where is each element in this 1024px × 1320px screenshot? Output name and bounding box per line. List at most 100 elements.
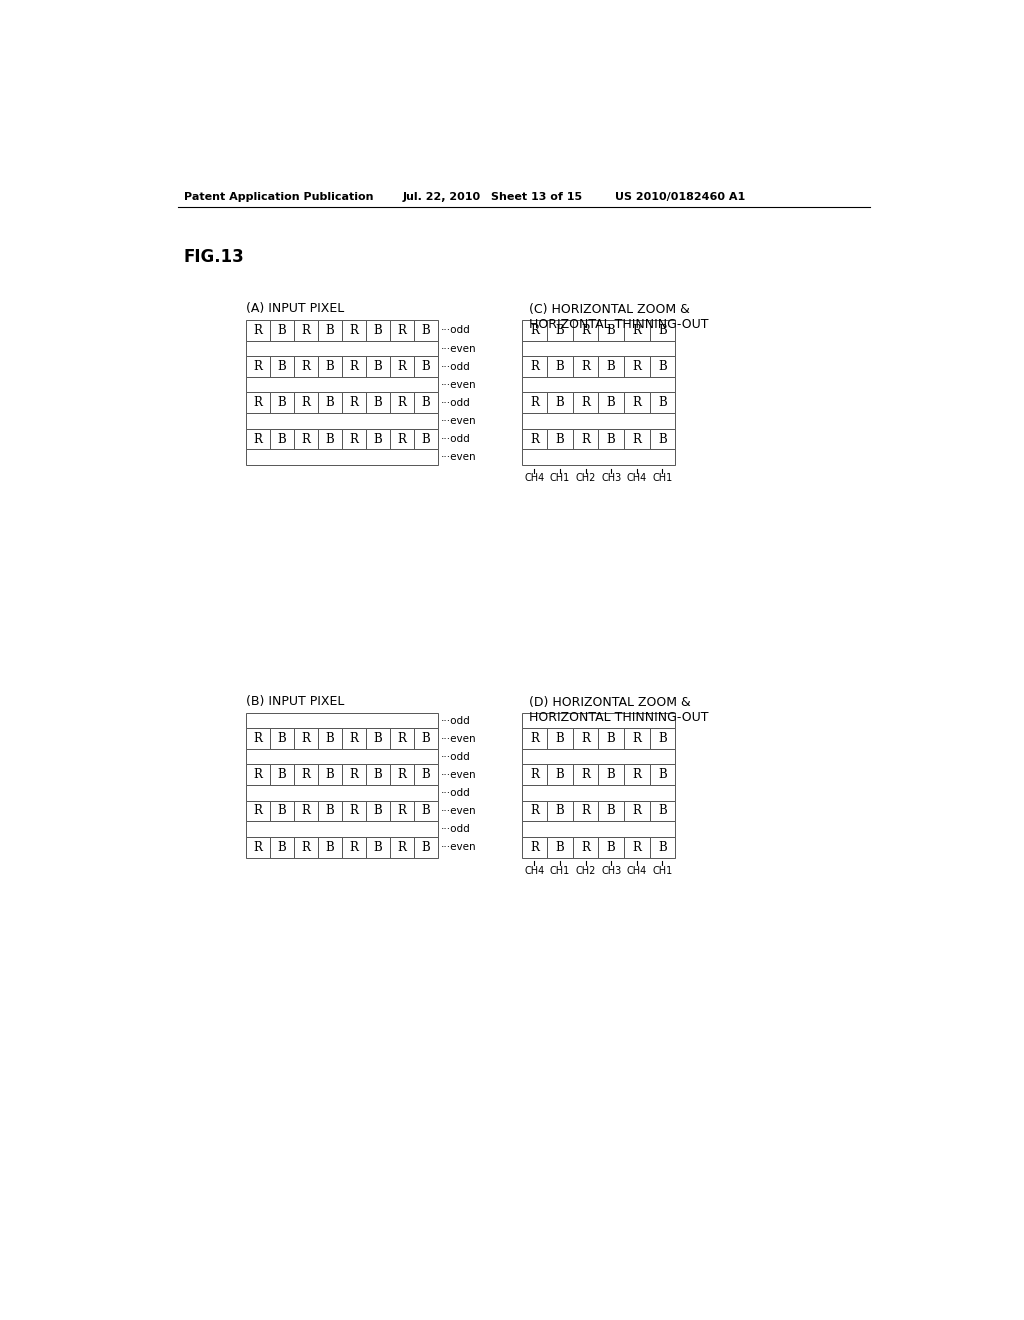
Text: R: R [633, 804, 641, 817]
Bar [649, 764, 675, 785]
Text: B: B [422, 733, 430, 744]
Text: CH4: CH4 [524, 866, 545, 876]
Text: B: B [422, 841, 430, 854]
Text: R: R [349, 804, 358, 817]
Bar [390, 729, 414, 748]
Text: B: B [556, 433, 564, 446]
Text: R: R [349, 360, 358, 374]
Bar [246, 378, 438, 392]
Text: B: B [658, 841, 667, 854]
Text: B: B [374, 804, 382, 817]
Text: B: B [374, 768, 382, 781]
Bar [649, 800, 675, 821]
Text: B: B [326, 841, 334, 854]
Bar [317, 800, 342, 821]
Text: B: B [607, 433, 615, 446]
Bar [521, 450, 675, 465]
Text: CH4: CH4 [627, 866, 647, 876]
Text: R: R [301, 396, 310, 409]
Text: R: R [397, 433, 407, 446]
Bar [366, 800, 390, 821]
Bar [414, 392, 438, 413]
Bar [270, 729, 294, 748]
Bar [246, 392, 270, 413]
Text: B: B [278, 733, 287, 744]
Text: B: B [326, 804, 334, 817]
Text: R: R [582, 323, 590, 337]
Bar [294, 392, 317, 413]
Text: B: B [658, 768, 667, 781]
Bar [624, 729, 649, 748]
Bar [342, 321, 366, 341]
Text: B: B [278, 323, 287, 337]
Text: B: B [422, 804, 430, 817]
Bar [624, 356, 649, 378]
Bar [598, 321, 624, 341]
Text: R: R [633, 768, 641, 781]
Text: CH1: CH1 [550, 474, 570, 483]
Text: R: R [582, 768, 590, 781]
Text: R: R [530, 841, 539, 854]
Bar [294, 837, 317, 858]
Bar [366, 321, 390, 341]
Text: B: B [374, 323, 382, 337]
Text: R: R [530, 733, 539, 744]
Text: R: R [397, 396, 407, 409]
Bar [317, 321, 342, 341]
Text: R: R [253, 841, 262, 854]
Bar [572, 729, 598, 748]
Text: B: B [278, 396, 287, 409]
Bar [246, 413, 438, 429]
Text: R: R [349, 396, 358, 409]
Text: B: B [374, 396, 382, 409]
Text: R: R [253, 360, 262, 374]
Bar [390, 321, 414, 341]
Bar [246, 356, 270, 378]
Text: R: R [633, 733, 641, 744]
Text: B: B [658, 323, 667, 337]
Bar [649, 321, 675, 341]
Text: B: B [658, 396, 667, 409]
Text: B: B [607, 323, 615, 337]
Text: R: R [349, 841, 358, 854]
Text: B: B [374, 841, 382, 854]
Text: R: R [301, 768, 310, 781]
Bar [547, 764, 572, 785]
Text: R: R [530, 396, 539, 409]
Text: ···odd: ···odd [441, 397, 471, 408]
Bar [521, 821, 675, 837]
Text: B: B [326, 360, 334, 374]
Bar [317, 837, 342, 858]
Bar [547, 392, 572, 413]
Bar [366, 837, 390, 858]
Text: B: B [556, 360, 564, 374]
Text: ···even: ···even [441, 734, 477, 743]
Text: CH1: CH1 [652, 866, 673, 876]
Bar [521, 341, 675, 356]
Text: ···even: ···even [441, 416, 477, 426]
Bar [246, 729, 270, 748]
Bar [342, 837, 366, 858]
Bar [317, 729, 342, 748]
Text: B: B [374, 360, 382, 374]
Text: B: B [326, 433, 334, 446]
Text: R: R [582, 396, 590, 409]
Text: US 2010/0182460 A1: US 2010/0182460 A1 [614, 191, 744, 202]
Bar [270, 764, 294, 785]
Bar [521, 429, 547, 449]
Bar [547, 729, 572, 748]
Text: ···even: ···even [441, 842, 477, 853]
Bar [317, 356, 342, 378]
Text: R: R [253, 433, 262, 446]
Bar [598, 429, 624, 449]
Bar [547, 356, 572, 378]
Text: B: B [607, 768, 615, 781]
Text: CH2: CH2 [575, 866, 596, 876]
Text: R: R [397, 323, 407, 337]
Bar [294, 356, 317, 378]
Bar [294, 764, 317, 785]
Bar [390, 800, 414, 821]
Bar [270, 356, 294, 378]
Bar [294, 729, 317, 748]
Text: ···odd: ···odd [441, 824, 471, 834]
